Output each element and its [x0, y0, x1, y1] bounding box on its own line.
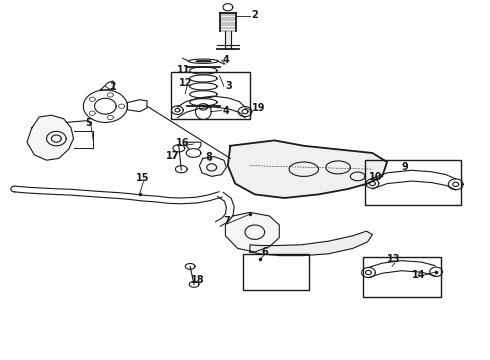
- Text: 7: 7: [223, 216, 230, 226]
- Polygon shape: [250, 231, 372, 256]
- Text: 11: 11: [177, 65, 191, 75]
- Text: 10: 10: [368, 172, 382, 182]
- Text: 13: 13: [387, 254, 401, 264]
- Text: 18: 18: [191, 275, 205, 285]
- Bar: [365, 160, 461, 205]
- Text: 16: 16: [176, 138, 190, 148]
- Text: 3: 3: [225, 81, 232, 91]
- Text: 4: 4: [223, 55, 230, 65]
- Text: 17: 17: [166, 152, 179, 162]
- Text: 6: 6: [262, 247, 269, 257]
- Text: 19: 19: [252, 103, 266, 113]
- Text: 15: 15: [136, 173, 150, 183]
- Polygon shape: [27, 115, 74, 160]
- Bar: [243, 254, 309, 290]
- Polygon shape: [100, 81, 115, 90]
- Text: 4: 4: [223, 105, 230, 116]
- Text: 1: 1: [110, 82, 117, 92]
- Text: 8: 8: [206, 152, 213, 162]
- Polygon shape: [228, 140, 387, 198]
- Polygon shape: [199, 157, 226, 176]
- Text: 2: 2: [251, 10, 258, 21]
- Polygon shape: [225, 212, 279, 252]
- Text: 5: 5: [86, 118, 93, 128]
- Text: 9: 9: [402, 162, 409, 172]
- Bar: [363, 257, 441, 297]
- Text: 12: 12: [179, 78, 193, 88]
- Polygon shape: [127, 100, 147, 112]
- Bar: [171, 72, 250, 119]
- Text: 14: 14: [412, 270, 425, 280]
